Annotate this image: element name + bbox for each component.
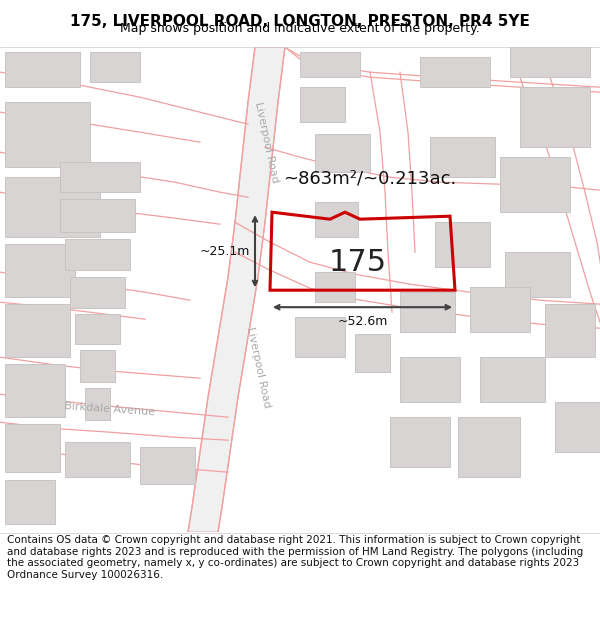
Polygon shape bbox=[90, 52, 140, 82]
Polygon shape bbox=[315, 272, 355, 302]
Polygon shape bbox=[300, 87, 345, 123]
Polygon shape bbox=[75, 314, 120, 344]
Text: 175: 175 bbox=[329, 248, 387, 277]
Polygon shape bbox=[70, 278, 125, 308]
Polygon shape bbox=[480, 357, 545, 402]
Polygon shape bbox=[85, 388, 110, 420]
Polygon shape bbox=[5, 304, 70, 357]
Polygon shape bbox=[315, 202, 358, 237]
Polygon shape bbox=[140, 447, 195, 484]
Text: Liverpool Road: Liverpool Road bbox=[253, 101, 280, 184]
Polygon shape bbox=[420, 57, 490, 87]
Polygon shape bbox=[435, 222, 490, 268]
Polygon shape bbox=[65, 239, 130, 270]
Polygon shape bbox=[5, 480, 55, 524]
Polygon shape bbox=[390, 418, 450, 467]
Polygon shape bbox=[5, 364, 65, 418]
Polygon shape bbox=[430, 137, 495, 178]
Polygon shape bbox=[355, 334, 390, 372]
Polygon shape bbox=[5, 52, 80, 87]
Text: Liverpool Road: Liverpool Road bbox=[245, 326, 271, 409]
Polygon shape bbox=[295, 317, 345, 357]
Polygon shape bbox=[5, 102, 90, 167]
Polygon shape bbox=[65, 442, 130, 478]
Polygon shape bbox=[60, 162, 140, 192]
Polygon shape bbox=[555, 402, 600, 452]
Polygon shape bbox=[80, 350, 115, 382]
Text: 175, LIVERPOOL ROAD, LONGTON, PRESTON, PR4 5YE: 175, LIVERPOOL ROAD, LONGTON, PRESTON, P… bbox=[70, 14, 530, 29]
Text: Birkdale Avenue: Birkdale Avenue bbox=[64, 401, 156, 418]
Polygon shape bbox=[470, 288, 530, 332]
Polygon shape bbox=[510, 47, 590, 77]
Text: ~25.1m: ~25.1m bbox=[200, 244, 250, 258]
Text: Contains OS data © Crown copyright and database right 2021. This information is : Contains OS data © Crown copyright and d… bbox=[7, 535, 583, 580]
Polygon shape bbox=[400, 292, 455, 332]
Polygon shape bbox=[5, 424, 60, 472]
Polygon shape bbox=[5, 177, 100, 237]
Polygon shape bbox=[400, 357, 460, 402]
Polygon shape bbox=[188, 47, 285, 532]
Polygon shape bbox=[500, 157, 570, 212]
Polygon shape bbox=[315, 134, 370, 172]
Polygon shape bbox=[505, 252, 570, 297]
Polygon shape bbox=[5, 244, 75, 297]
Text: ~863m²/~0.213ac.: ~863m²/~0.213ac. bbox=[283, 169, 457, 187]
Polygon shape bbox=[545, 304, 595, 357]
Polygon shape bbox=[458, 418, 520, 478]
Text: Map shows position and indicative extent of the property.: Map shows position and indicative extent… bbox=[120, 22, 480, 35]
Polygon shape bbox=[60, 199, 135, 232]
Polygon shape bbox=[300, 52, 360, 77]
Text: ~52.6m: ~52.6m bbox=[337, 315, 388, 328]
Polygon shape bbox=[520, 87, 590, 147]
